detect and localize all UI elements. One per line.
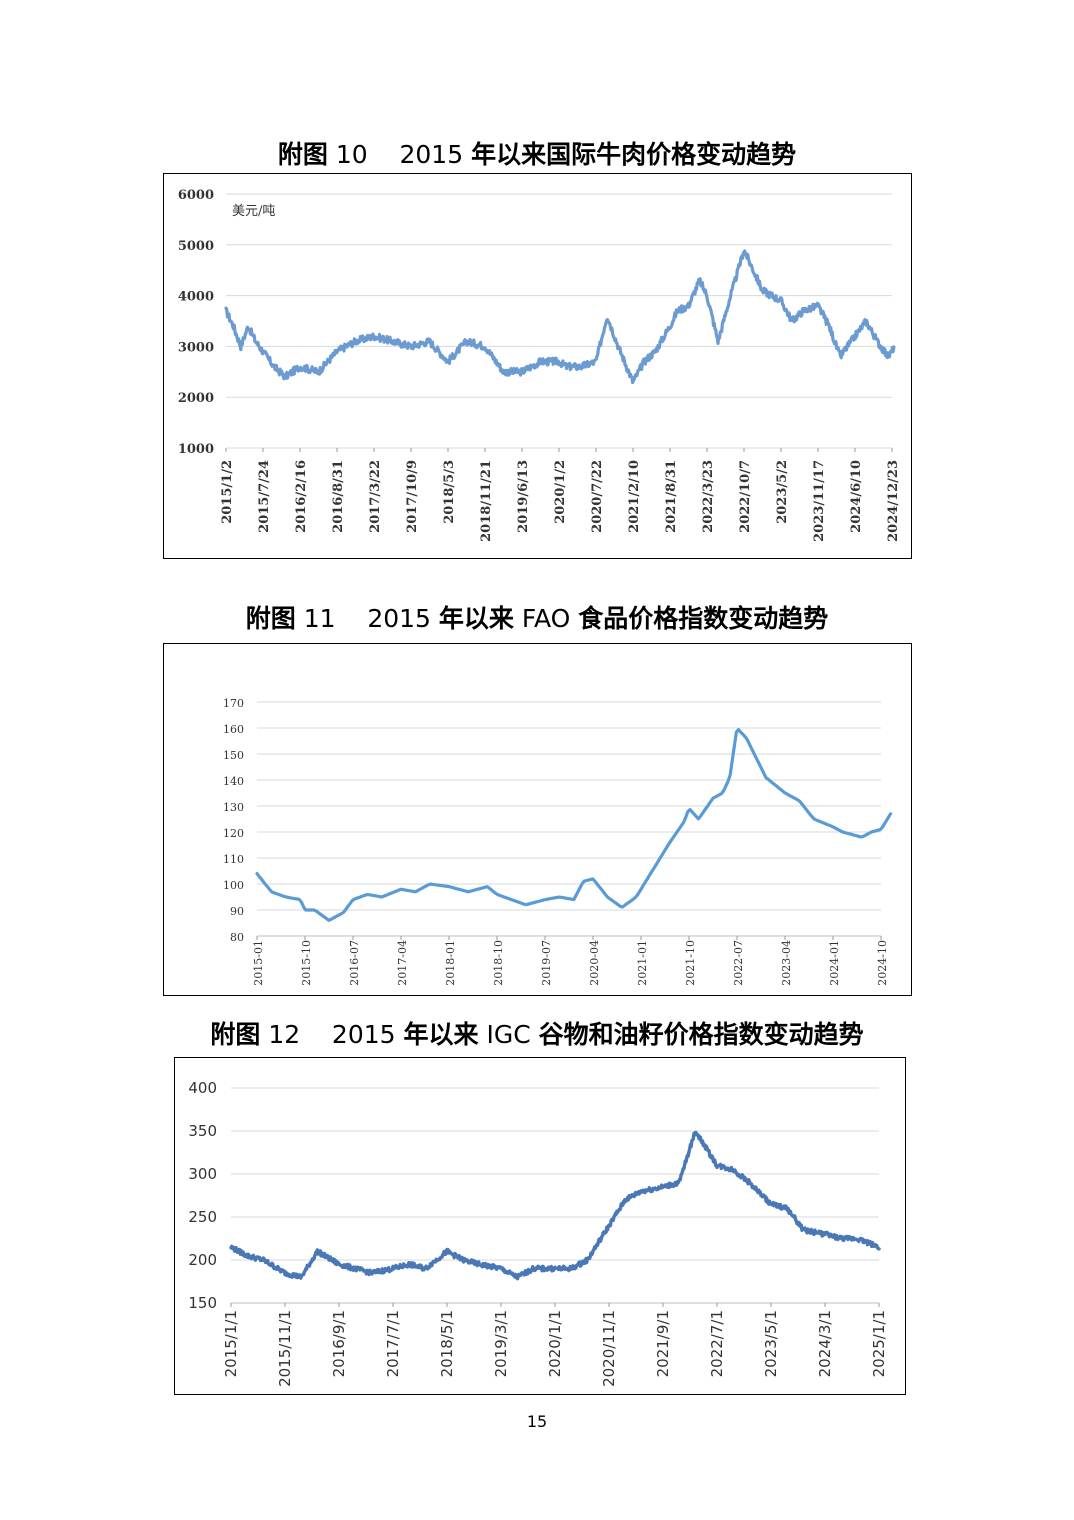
x-tick-label: 2024-01	[828, 940, 841, 986]
x-tick-label: 2015-01	[252, 940, 265, 986]
figure-10-title-prefix: 附图	[277, 140, 328, 169]
figure-10-title-num: 10	[335, 140, 368, 169]
x-tick-label: 2021/2/10	[627, 460, 642, 533]
x-tick-label: 2019/6/13	[516, 460, 531, 533]
figure-12-title-mid: 年以来	[403, 1020, 479, 1049]
y-tick-label: 3000	[178, 340, 214, 355]
x-tick-label: 2024/3/1	[816, 1310, 834, 1377]
y-tick-label: 100	[223, 879, 244, 892]
figure-12-title-num: 12	[268, 1020, 301, 1049]
x-tick-label: 2017/7/1	[384, 1310, 402, 1377]
x-tick-label: 2015/11/1	[276, 1310, 294, 1387]
figure-10-title-year: 2015	[399, 140, 464, 169]
chart-12-igc-grains-index: 150 200 250 300 350 400 2015/1/1 2015/11/1 2016/…	[188, 1079, 888, 1387]
figure-11-title-latin: FAO	[521, 604, 571, 633]
y-tick-label: 1000	[178, 442, 214, 457]
x-tick-label: 2025/1/1	[870, 1310, 888, 1377]
x-tick-label: 2019/3/1	[492, 1310, 510, 1377]
x-tick-label: 2020-04	[588, 940, 601, 986]
y-tick-label: 110	[223, 853, 244, 866]
y-tick-label: 120	[223, 827, 244, 840]
series-line	[229, 1130, 881, 1281]
x-tick-label: 2021/8/31	[664, 460, 679, 533]
x-tick-label: 2022/7/1	[708, 1310, 726, 1377]
y-tick-label: 350	[188, 1122, 217, 1140]
y-tick-label: 300	[188, 1165, 217, 1183]
x-tick-label: 2018/11/21	[479, 460, 494, 542]
x-tick-label: 2023-04	[780, 940, 793, 986]
x-tick-label: 2021/9/1	[654, 1310, 672, 1377]
x-tick-label: 2016/8/31	[331, 460, 346, 533]
x-tick-label: 2021-10	[684, 940, 697, 986]
y-tick-label: 6000	[178, 188, 214, 203]
x-tick-label: 2018/5/1	[438, 1310, 456, 1377]
x-tick-label: 2015/1/2	[220, 460, 235, 524]
x-tick-label: 2017-04	[396, 940, 409, 986]
x-tick-label: 2023/5/2	[775, 460, 790, 524]
y-tick-label: 130	[223, 801, 244, 814]
figure-12-title: 附图 12 2015 年以来 IGC 谷物和油籽价格指数变动趋势	[0, 1015, 1074, 1051]
figure-11-title-year: 2015	[367, 604, 431, 633]
page-number: 15	[526, 1412, 548, 1431]
x-tick-label: 2020/7/22	[590, 460, 605, 533]
x-tick-label: 2018-01	[444, 940, 457, 986]
chart-10-frame: 1000 2000 3000 4000 5000 6000 2015/1/2 2015/7/2…	[163, 173, 912, 559]
figure-11-title-num: 11	[303, 604, 336, 633]
figure-12-title-prefix: 附图	[210, 1020, 261, 1049]
series-line	[224, 249, 896, 385]
chart-12-frame: 150 200 250 300 350 400 2015/1/1 2015/11/1 2016/…	[174, 1057, 906, 1395]
y-tick-label: 90	[230, 905, 244, 918]
x-tick-label: 2020/11/1	[600, 1310, 618, 1387]
x-tick-label: 2022/10/7	[738, 460, 753, 533]
figure-10-title-rest: 年以来国际牛肉价格变动趋势	[471, 140, 797, 169]
x-tick-label: 2020/1/1	[546, 1310, 564, 1377]
x-tick-label: 2015/1/1	[222, 1310, 240, 1377]
x-tick-label: 2020/1/2	[553, 460, 568, 524]
x-tick-label: 2017/3/22	[368, 460, 383, 533]
x-tick-label: 2017/10/9	[405, 460, 420, 533]
figure-11-title: 附图 11 2015 年以来 FAO 食品价格指数变动趋势	[0, 599, 1074, 635]
figure-11-title-rest: 食品价格指数变动趋势	[578, 604, 829, 633]
x-tick-label: 2016/2/16	[294, 460, 309, 533]
chart-10-beef-price: 1000 2000 3000 4000 5000 6000 2015/1/2 2015/7/2…	[178, 188, 901, 542]
figure-11-title-prefix: 附图	[245, 604, 296, 633]
y-tick-label: 80	[230, 931, 244, 944]
x-tick-label: 2015-10	[300, 940, 313, 986]
y-tick-label: 2000	[178, 391, 214, 406]
y-tick-label: 150	[223, 749, 244, 762]
y-tick-label: 160	[223, 723, 244, 736]
figure-10-title: 附图 10 2015 年以来国际牛肉价格变动趋势	[0, 135, 1074, 171]
figure-12-title-rest: 谷物和油籽价格指数变动趋势	[538, 1020, 864, 1049]
unit-label: 美元/吨	[232, 204, 275, 219]
y-tick-label: 250	[188, 1208, 217, 1226]
chart-11-frame: 80 90 100 110 120 130 140 150 160 170 2015-01 2015-…	[163, 643, 912, 996]
x-tick-label: 2016/9/1	[330, 1310, 348, 1377]
y-tick-label: 4000	[178, 290, 214, 305]
x-tick-label: 2019-07	[540, 940, 553, 986]
x-tick-label: 2015/7/24	[257, 460, 272, 533]
x-tick-label: 2024/6/10	[849, 460, 864, 533]
x-tick-label: 2024/12/23	[886, 460, 901, 542]
y-tick-label: 200	[188, 1251, 217, 1269]
figure-11-title-mid: 年以来	[438, 604, 514, 633]
x-tick-label: 2023/5/1	[762, 1310, 780, 1377]
x-tick-label: 2016-07	[348, 940, 361, 986]
y-tick-label: 170	[223, 697, 244, 710]
figure-12-title-latin: IGC	[486, 1020, 531, 1049]
chart-11-fao-food-index: 80 90 100 110 120 130 140 150 160 170 2015-01 2015-…	[223, 697, 893, 986]
series-line	[255, 728, 893, 922]
y-tick-label: 140	[223, 775, 244, 788]
y-tick-label: 400	[188, 1079, 217, 1097]
figure-12-title-year: 2015	[331, 1020, 396, 1049]
y-tick-label: 5000	[178, 239, 214, 254]
x-tick-label: 2023/11/17	[812, 460, 827, 542]
x-tick-label: 2018/5/3	[442, 460, 457, 524]
x-tick-label: 2018-10	[492, 940, 505, 986]
x-tick-label: 2024-10	[876, 940, 889, 986]
x-tick-label: 2021-01	[636, 940, 649, 986]
x-tick-label: 2022-07	[732, 940, 745, 986]
x-tick-label: 2022/3/23	[701, 460, 716, 533]
y-tick-label: 150	[188, 1294, 217, 1312]
